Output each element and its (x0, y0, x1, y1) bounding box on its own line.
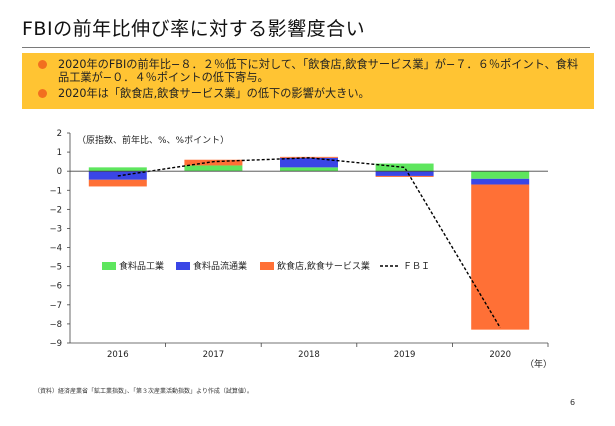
y-tick-label: −5 (49, 263, 62, 273)
bar-segment (88, 167, 147, 172)
bar-segment (88, 179, 147, 187)
source-note: （資料）経済産業省「鉱工業指数」、「第３次産業活動指数」より作成（試算値）。 (34, 388, 253, 395)
y-tick-label: −9 (49, 339, 62, 349)
y-tick-label: 1 (57, 148, 62, 158)
bar-segment (471, 184, 530, 330)
legend-label: 食料品流通業 (193, 260, 247, 272)
x-axis-label: （年） (525, 358, 552, 370)
bar-segment (184, 159, 243, 166)
bar-segment (280, 157, 338, 168)
page-number: 6 (570, 398, 576, 407)
x-tick-label: 2016 (107, 350, 129, 360)
x-tick-label: 2020 (489, 350, 511, 360)
summary-bullet-1: 2020年のFBIの前年比−８．２％低下に対して、「飲食店,飲食サービス業」が−… (32, 58, 586, 84)
bullet-dot-icon (38, 89, 47, 98)
bar-segment (184, 165, 243, 172)
legend-label: 飲食店,飲食サービス業 (277, 260, 370, 272)
bullet-dot-icon (38, 60, 47, 69)
title-divider (22, 47, 590, 48)
unit-label: （原指数、前年比、%、%ポイント） (77, 134, 229, 146)
bar-segment (375, 171, 434, 176)
y-tick-label: −3 (49, 224, 62, 234)
summary-bullet-2: 2020年は「飲食店,飲食サービス業」の低下の影響が大きい。 (32, 87, 586, 100)
bar-segment (471, 171, 530, 179)
x-tick-label: 2018 (298, 350, 320, 360)
y-tick-label: −1 (49, 186, 62, 196)
fbi-line (117, 157, 501, 329)
y-tick-label: −6 (49, 282, 62, 292)
bar-segment (471, 178, 530, 185)
y-tick-label: −7 (49, 301, 62, 311)
x-tick-label: 2017 (203, 350, 225, 360)
x-tick-label: 2019 (394, 350, 416, 360)
bar-segment (375, 163, 434, 172)
bar-segment (375, 175, 434, 177)
y-tick-label: 2 (57, 129, 62, 139)
summary-bullet-2-text: 2020年は「飲食店,飲食サービス業」の低下の影響が大きい。 (58, 87, 370, 100)
y-tick-label: −4 (49, 244, 62, 254)
legend-swatch (102, 262, 116, 270)
legend-label: ＦＢＩ (403, 262, 430, 272)
legend-swatch (176, 262, 190, 270)
y-tick-label: 0 (57, 167, 62, 177)
legend-swatch (260, 262, 274, 270)
summary-bullet-1-text: 2020年のFBIの前年比−８．２％低下に対して、「飲食店,飲食サービス業」が−… (58, 58, 579, 84)
y-tick-label: −8 (49, 320, 62, 330)
bar-segment (280, 167, 338, 172)
summary-box: 2020年のFBIの前年比−８．２％低下に対して、「飲食店,飲食サービス業」が−… (22, 53, 594, 109)
y-tick-label: −2 (49, 205, 62, 215)
slide-title: FBIの前年比伸び率に対する影響度合い (22, 18, 366, 40)
legend-label: 食料品工業 (119, 260, 164, 272)
